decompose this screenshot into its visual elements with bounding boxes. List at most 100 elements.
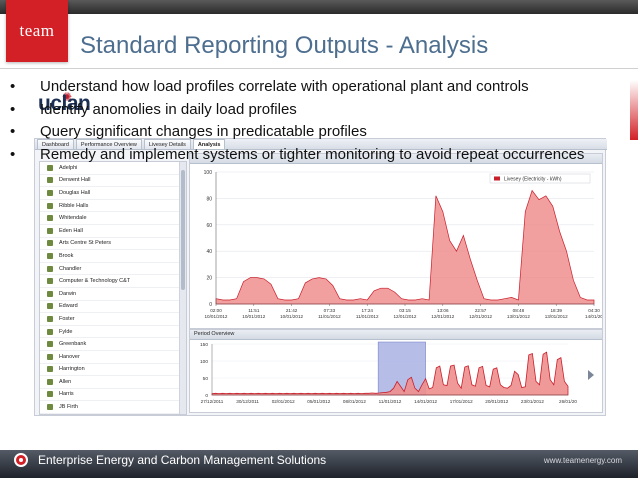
x-tick-label: 17:24: [361, 308, 373, 313]
x-tick-label: 27/12/2011: [201, 399, 224, 404]
site-list-item[interactable]: JB Firth: [40, 401, 186, 414]
decorative-accent: [630, 80, 638, 140]
site-name: Brook: [59, 252, 74, 259]
x-tick-label: 11/01/2012: [356, 314, 379, 319]
site-list-item[interactable]: Hanover: [40, 351, 186, 364]
bullet-item: Query significant changes in predicatabl…: [10, 121, 584, 144]
footer-bar: [0, 450, 638, 478]
overview-chart[interactable]: 0 50 100 150 27/12/2011 30/12/2011 02/01/2012 0…: [190, 340, 602, 412]
legend-box: [489, 173, 591, 184]
site-name: Adelphi: [59, 164, 78, 171]
team-logo-text: team: [19, 21, 55, 40]
building-icon: [47, 366, 53, 373]
x-tick-label: 14/01/20: [585, 314, 602, 319]
x-tick-label: 30/12/2011: [236, 399, 259, 404]
site-list-item[interactable]: Brook: [40, 250, 186, 263]
y-tick-label: 60: [206, 223, 212, 229]
y-tick-label: 80: [206, 196, 212, 202]
site-name: Chandler: [59, 265, 82, 272]
target-icon: [14, 453, 28, 467]
building-icon: [47, 341, 53, 348]
site-name: Harrington: [59, 366, 85, 373]
site-list-item[interactable]: Douglas Hall: [40, 187, 186, 200]
building-icon: [47, 378, 53, 385]
site-name: Darwin: [59, 290, 77, 297]
footer-url[interactable]: www.teamenergy.com: [543, 456, 622, 465]
selection-window: [377, 341, 426, 396]
period-overview-title: Period Overview: [190, 330, 602, 340]
x-tick-label: 07:33: [324, 308, 336, 313]
building-icon: [47, 252, 53, 259]
x-tick-label: 10/01/2012: [242, 314, 265, 319]
scroll-right-icon: [588, 370, 594, 380]
slide-title: Standard Reporting Outputs - Analysis: [80, 32, 489, 59]
site-name: Foster: [59, 315, 75, 322]
series-area: [211, 351, 569, 396]
site-list-item[interactable]: Harrington: [40, 364, 186, 377]
building-icon: [47, 215, 53, 222]
x-tick-label: 13/01/2012: [545, 314, 568, 319]
site-list-item[interactable]: Eden Hall: [40, 225, 186, 238]
site-list-item[interactable]: Adelphi: [40, 162, 186, 175]
series-area: [215, 189, 595, 305]
site-list-item[interactable]: Arts Centre St Peters: [40, 238, 186, 251]
legend-swatch: [494, 176, 500, 181]
building-icon: [47, 328, 53, 335]
site-list-item[interactable]: Darwin: [40, 288, 186, 301]
site-name: JB Firth: [59, 404, 78, 411]
x-tick-label: 08:48: [513, 308, 525, 313]
x-tick-label: 18:39: [550, 308, 562, 313]
site-name: Douglas Hall: [59, 189, 91, 196]
scrollbar-thumb[interactable]: [181, 170, 185, 290]
x-tick-label: 05/01/2012: [307, 399, 330, 404]
site-list-item[interactable]: Derwent Hall: [40, 175, 186, 188]
site-name: Greenbank: [59, 341, 87, 348]
site-name: Ribble Halls: [59, 202, 89, 209]
x-tick-label: 20/01/2012: [485, 399, 508, 404]
building-icon: [47, 265, 53, 272]
y-tick-label: 100: [200, 359, 208, 365]
app-screenshot: Dashboard Performance Overview Livesey D…: [34, 138, 607, 416]
x-tick-label: 26/01/20: [559, 399, 577, 404]
x-tick-label: 13:06: [437, 308, 449, 313]
site-list-item[interactable]: Greenbank: [40, 338, 186, 351]
site-list-item[interactable]: Chandler: [40, 263, 186, 276]
x-tick-label: 11/01/2012: [318, 314, 341, 319]
site-list-item[interactable]: Foster: [40, 313, 186, 326]
x-tick-label: 14/01/2012: [414, 399, 437, 404]
site-list-item[interactable]: Allen: [40, 376, 186, 389]
site-name: Whitendale: [59, 215, 87, 222]
main-chart-panel: 0 20 40 60 80 100 02:00 10/01/2012 11:51 10/01/20…: [189, 153, 603, 329]
site-list: Adelphi Derwent Hall Douglas Hall Ribble Ha…: [39, 161, 187, 415]
building-icon: [47, 164, 53, 171]
building-icon: [47, 303, 53, 310]
x-tick-label: 03:15: [399, 308, 411, 313]
site-list-item[interactable]: Edward: [40, 301, 186, 314]
building-icon: [47, 202, 53, 209]
building-icon: [47, 315, 53, 322]
building-icon: [47, 391, 53, 398]
site-list-item[interactable]: Computer & Technology C&T: [40, 275, 186, 288]
x-tick-label: 13/01/2012: [507, 314, 530, 319]
site-list-item[interactable]: Harris: [40, 389, 186, 402]
site-name: Hanover: [59, 353, 80, 360]
site-list-item[interactable]: Kirkham: [40, 414, 186, 415]
building-icon: [47, 404, 53, 411]
site-name: Edward: [59, 303, 78, 310]
site-name: Derwent Hall: [59, 177, 91, 184]
site-list-item[interactable]: Fylde: [40, 326, 186, 339]
x-tick-label: 11:51: [248, 308, 260, 313]
footer-tagline: Enterprise Energy and Carbon Management …: [38, 453, 327, 467]
main-chart: 02040608010002:0010/01/201211:5110/01/20…: [204, 170, 604, 319]
x-tick-label: 12/01/2012: [469, 314, 492, 319]
y-tick-label: 0: [205, 393, 208, 399]
site-list-item[interactable]: Ribble Halls: [40, 200, 186, 213]
site-list-scrollbar[interactable]: [179, 162, 186, 414]
site-list-item[interactable]: Whitendale: [40, 212, 186, 225]
x-tick-label: 12/01/2012: [394, 314, 417, 319]
y-tick-label: 0: [209, 302, 212, 308]
x-tick-label: 17/01/2012: [450, 399, 473, 404]
site-name: Allen: [59, 378, 72, 385]
building-icon: [47, 353, 53, 360]
x-tick-label: 02/01/2012: [272, 399, 295, 404]
